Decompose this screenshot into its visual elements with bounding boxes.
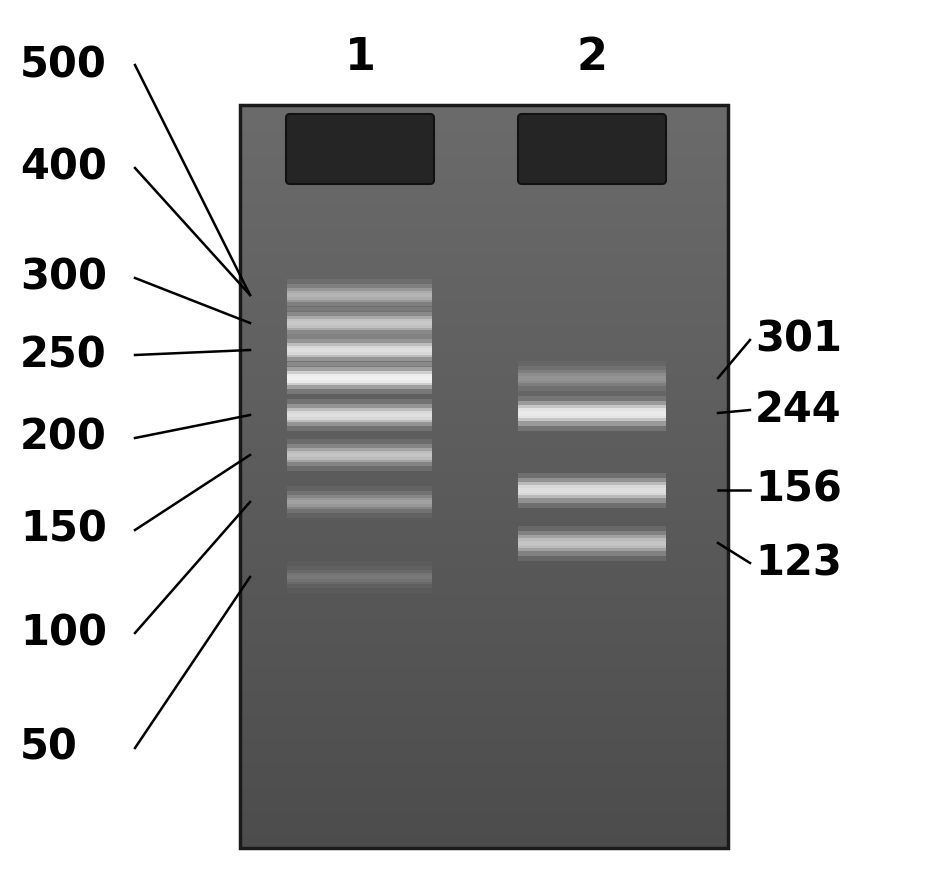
Text: 300: 300 (20, 257, 107, 299)
Bar (518, 535, 666, 551)
Bar (518, 526, 666, 560)
Bar (288, 408, 433, 422)
Bar (288, 290, 433, 299)
Bar (518, 538, 666, 548)
Bar (288, 339, 433, 361)
FancyBboxPatch shape (518, 114, 666, 184)
Bar (518, 365, 666, 390)
Bar (518, 405, 666, 421)
Bar (518, 472, 666, 508)
Bar (288, 566, 433, 588)
Bar (288, 453, 433, 457)
Bar (518, 400, 666, 426)
Bar (288, 288, 433, 302)
Bar (240, 105, 728, 848)
Bar (288, 575, 433, 579)
Bar (518, 482, 666, 498)
Text: 50: 50 (20, 727, 78, 769)
Bar (288, 486, 433, 518)
Bar (288, 315, 433, 331)
Text: 301: 301 (755, 319, 842, 361)
Bar (518, 487, 666, 493)
Bar (518, 396, 666, 430)
Bar (288, 367, 433, 389)
Bar (518, 530, 666, 555)
Text: 1: 1 (344, 37, 375, 79)
Bar (288, 500, 433, 504)
Bar (288, 318, 433, 328)
Text: 100: 100 (20, 612, 107, 654)
Text: 400: 400 (20, 147, 107, 189)
Bar (288, 373, 433, 382)
Text: 123: 123 (755, 542, 842, 584)
Bar (518, 361, 666, 396)
Bar (288, 283, 433, 307)
Bar (288, 312, 433, 334)
Bar (288, 444, 433, 466)
Bar (288, 413, 433, 417)
Bar (288, 371, 433, 385)
Bar (288, 451, 433, 460)
Bar (518, 375, 666, 380)
Bar (288, 570, 433, 584)
Bar (518, 478, 666, 503)
Bar (518, 408, 666, 418)
Bar (288, 439, 433, 470)
FancyBboxPatch shape (286, 114, 434, 184)
Bar (518, 485, 666, 495)
Bar (288, 279, 433, 311)
Bar (288, 399, 433, 430)
Bar (288, 307, 433, 339)
Bar (288, 404, 433, 426)
Bar (288, 561, 433, 593)
Text: 250: 250 (20, 334, 106, 376)
Bar (288, 491, 433, 513)
Text: 500: 500 (20, 44, 107, 86)
Bar (288, 363, 433, 394)
Bar (518, 411, 666, 415)
Bar (288, 497, 433, 506)
Bar (288, 495, 433, 509)
Text: 2: 2 (577, 37, 608, 79)
Text: 200: 200 (20, 417, 107, 459)
Bar (288, 573, 433, 582)
Bar (518, 370, 666, 386)
Bar (288, 347, 433, 352)
Bar (288, 346, 433, 355)
Bar (288, 343, 433, 357)
Bar (288, 448, 433, 462)
Text: 244: 244 (755, 389, 841, 431)
Bar (288, 293, 433, 298)
Bar (288, 411, 433, 420)
Bar (288, 321, 433, 325)
Bar (288, 376, 433, 380)
Bar (518, 541, 666, 545)
Text: 150: 150 (20, 509, 107, 551)
Text: 156: 156 (755, 469, 842, 511)
Bar (518, 373, 666, 383)
Bar (288, 334, 433, 365)
